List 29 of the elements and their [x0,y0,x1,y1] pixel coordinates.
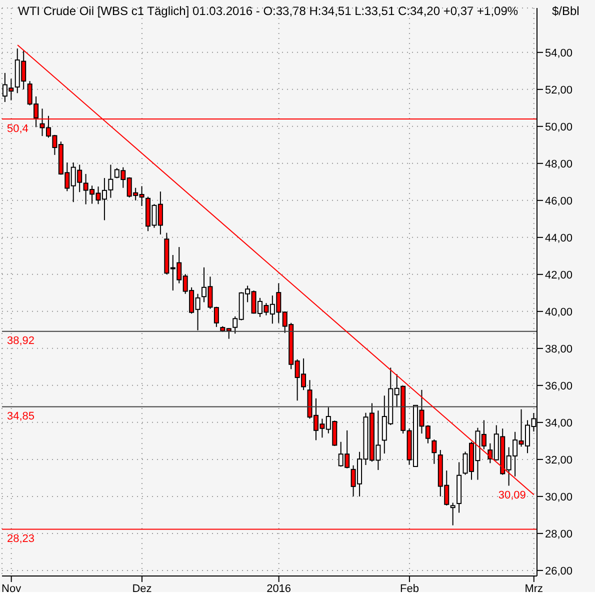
y-tick-label: 28,00 [545,528,573,540]
y-tick-label: 54,00 [545,47,573,60]
y-tick-label: 40,00 [545,306,573,318]
candlestick [450,502,456,526]
ref-line-label: 34,85 [7,410,35,423]
x-tick-label: 2016 [266,582,292,595]
ref-line-label: 50,4 [7,122,28,135]
x-tick-label: Nov [2,582,22,595]
ref-line-label: 38,92 [7,335,35,348]
y-tick-label: 42,00 [545,269,573,282]
x-tick-label: Mrz [524,582,544,595]
y-tick-label: 46,00 [545,195,573,208]
y-tick-label: 26,00 [545,565,573,578]
annotation: 30,09 [498,490,526,502]
y-tick-label: 44,00 [545,232,573,244]
x-tick-label: Feb [400,582,419,595]
x-tick-label: Dez [132,582,152,595]
y-tick-label: 50,00 [545,121,573,134]
y-tick-label: 34,00 [545,417,573,430]
y-axis-title: $/Bbl [552,4,580,18]
candlestick [432,438,437,464]
y-tick-label: 48,00 [545,158,573,170]
y-tick-label: 30,00 [545,491,573,504]
chart-title: WTI Crude Oil [WBS c1 Täglich] 01.03.2016 - O:33,78 H:34,51 L:33,51 C:34,20 +0,37 +1,09% [18,4,518,18]
y-tick-label: 38,00 [545,343,573,356]
y-tick-label: 36,00 [545,380,573,392]
ref-line-label: 28,23 [7,533,35,545]
y-tick-label: 52,00 [545,84,573,96]
y-tick-label: 32,00 [545,454,573,466]
